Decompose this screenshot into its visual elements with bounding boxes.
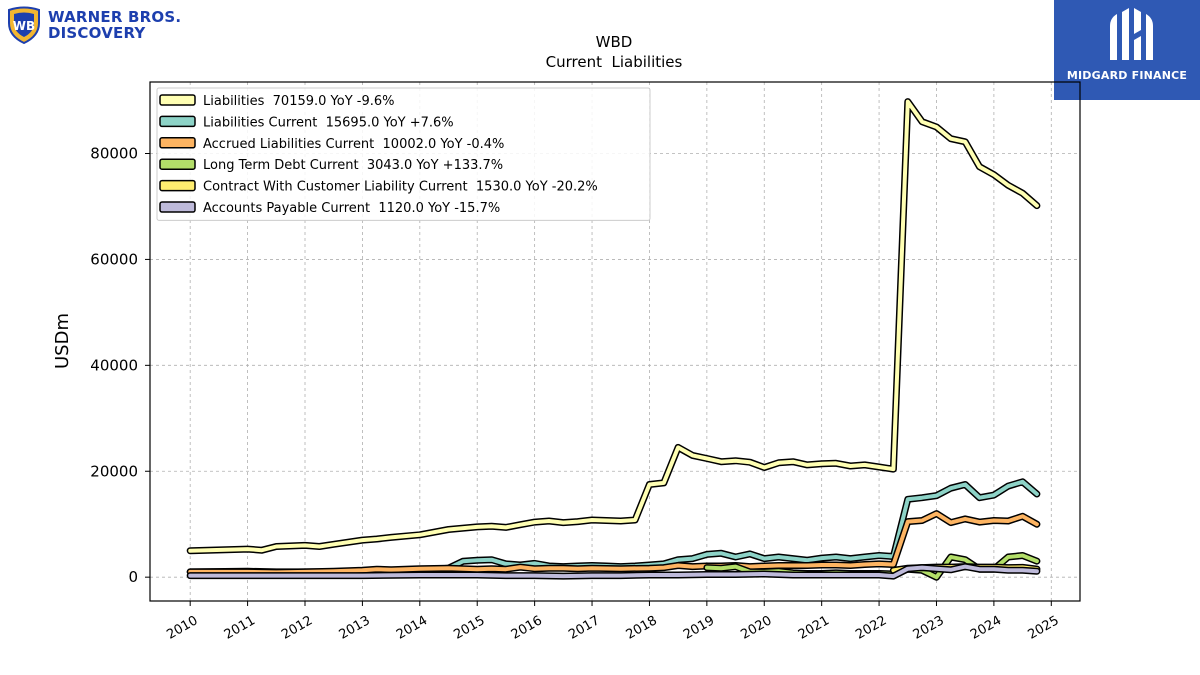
legend-swatch-3 bbox=[159, 137, 196, 149]
legend: Liabilities 70159.0 YoY -9.6% Liabilities… bbox=[156, 87, 651, 221]
plot-frame bbox=[149, 81, 1081, 602]
warner-bros-discovery-logo: WB WARNER BROS. DISCOVERY bbox=[6, 6, 181, 44]
y-tick-label: 20000 bbox=[90, 462, 138, 480]
legend-box bbox=[156, 87, 651, 221]
x-tick-label: 2024 bbox=[968, 613, 1004, 643]
y-tick-label: 0 bbox=[128, 568, 138, 586]
x-tick-label: 2014 bbox=[394, 613, 430, 643]
legend-entry-3: Accrued Liabilities Current 10002.0 YoY … bbox=[203, 137, 504, 152]
x-tick-label: 2018 bbox=[624, 613, 660, 643]
x-tick-label: 2025 bbox=[1025, 613, 1061, 643]
chart-title: WBD bbox=[596, 33, 633, 51]
midgard-finance-name: MIDGARD FINANCE bbox=[1066, 69, 1188, 82]
legend-swatch-6 bbox=[159, 201, 196, 213]
series-line-outline-2 bbox=[186, 478, 1041, 576]
series-line-1 bbox=[188, 99, 1039, 553]
chart-subtitle: Current Liabilities bbox=[546, 53, 683, 71]
company-name-line1: WARNER BROS. bbox=[48, 8, 182, 26]
legend-entry-6: Accounts Payable Current 1120.0 YoY -15.… bbox=[203, 201, 500, 216]
x-tick-label: 2021 bbox=[796, 613, 832, 643]
midgard-mark-icon bbox=[1110, 8, 1153, 60]
x-tick-label: 2019 bbox=[681, 613, 717, 643]
y-tick-label: 80000 bbox=[90, 144, 138, 162]
x-tick-label: 2015 bbox=[451, 613, 487, 643]
legend-entry-5: Contract With Customer Liability Current… bbox=[203, 180, 598, 195]
series-line-6 bbox=[188, 564, 1039, 579]
x-tick-label: 2012 bbox=[279, 613, 315, 643]
legend-entry-2: Liabilities Current 15695.0 YoY +7.6% bbox=[203, 115, 454, 130]
y-axis-label: USDm bbox=[52, 313, 73, 369]
x-tick-label: 2011 bbox=[222, 613, 258, 643]
x-tick-label: 2022 bbox=[853, 613, 889, 643]
company-name: WARNER BROS. DISCOVERY bbox=[48, 9, 181, 41]
legend-swatch-4 bbox=[159, 158, 196, 170]
x-tick-label: 2013 bbox=[337, 613, 373, 643]
legend-swatch-1 bbox=[159, 94, 196, 106]
x-tick-label: 2017 bbox=[566, 613, 602, 643]
series-line-3 bbox=[188, 511, 1039, 575]
series-lines bbox=[186, 98, 1041, 581]
legend-entry-4: Long Term Debt Current 3043.0 YoY +133.7… bbox=[203, 158, 503, 173]
x-tick-label: 2010 bbox=[164, 613, 200, 643]
y-tick-label: 60000 bbox=[90, 250, 138, 268]
series-line-2 bbox=[188, 479, 1039, 574]
wb-shield-icon: WB bbox=[8, 6, 40, 44]
x-tick-label: 2023 bbox=[911, 613, 947, 643]
midgard-finance-logo: MIDGARD FINANCE bbox=[1054, 0, 1200, 100]
x-tick-label: 2020 bbox=[738, 613, 774, 643]
legend-swatch-2 bbox=[159, 115, 196, 128]
legend-entry-1: Liabilities 70159.0 YoY -9.6% bbox=[203, 94, 395, 109]
x-tick-label: 2016 bbox=[509, 613, 545, 643]
legend-swatch-5 bbox=[159, 179, 196, 192]
company-name-line2: DISCOVERY bbox=[48, 24, 146, 42]
y-tick-label: 40000 bbox=[90, 356, 138, 374]
wb-badge-text: WB bbox=[13, 19, 35, 33]
